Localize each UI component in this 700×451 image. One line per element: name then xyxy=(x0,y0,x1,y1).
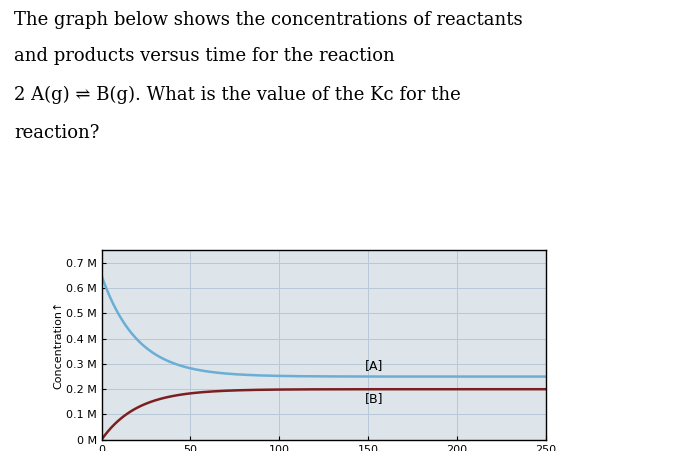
Text: [B]: [B] xyxy=(365,391,383,405)
Text: [A]: [A] xyxy=(365,359,383,372)
Text: and products versus time for the reaction: and products versus time for the reactio… xyxy=(14,47,395,65)
Text: The graph below shows the concentrations of reactants: The graph below shows the concentrations… xyxy=(14,11,523,29)
Text: 2 A(g) ⇌ B(g). What is the value of the Kᴄ for the: 2 A(g) ⇌ B(g). What is the value of the … xyxy=(14,86,461,104)
Y-axis label: Concentration↑: Concentration↑ xyxy=(53,301,63,389)
Text: reaction?: reaction? xyxy=(14,124,99,142)
